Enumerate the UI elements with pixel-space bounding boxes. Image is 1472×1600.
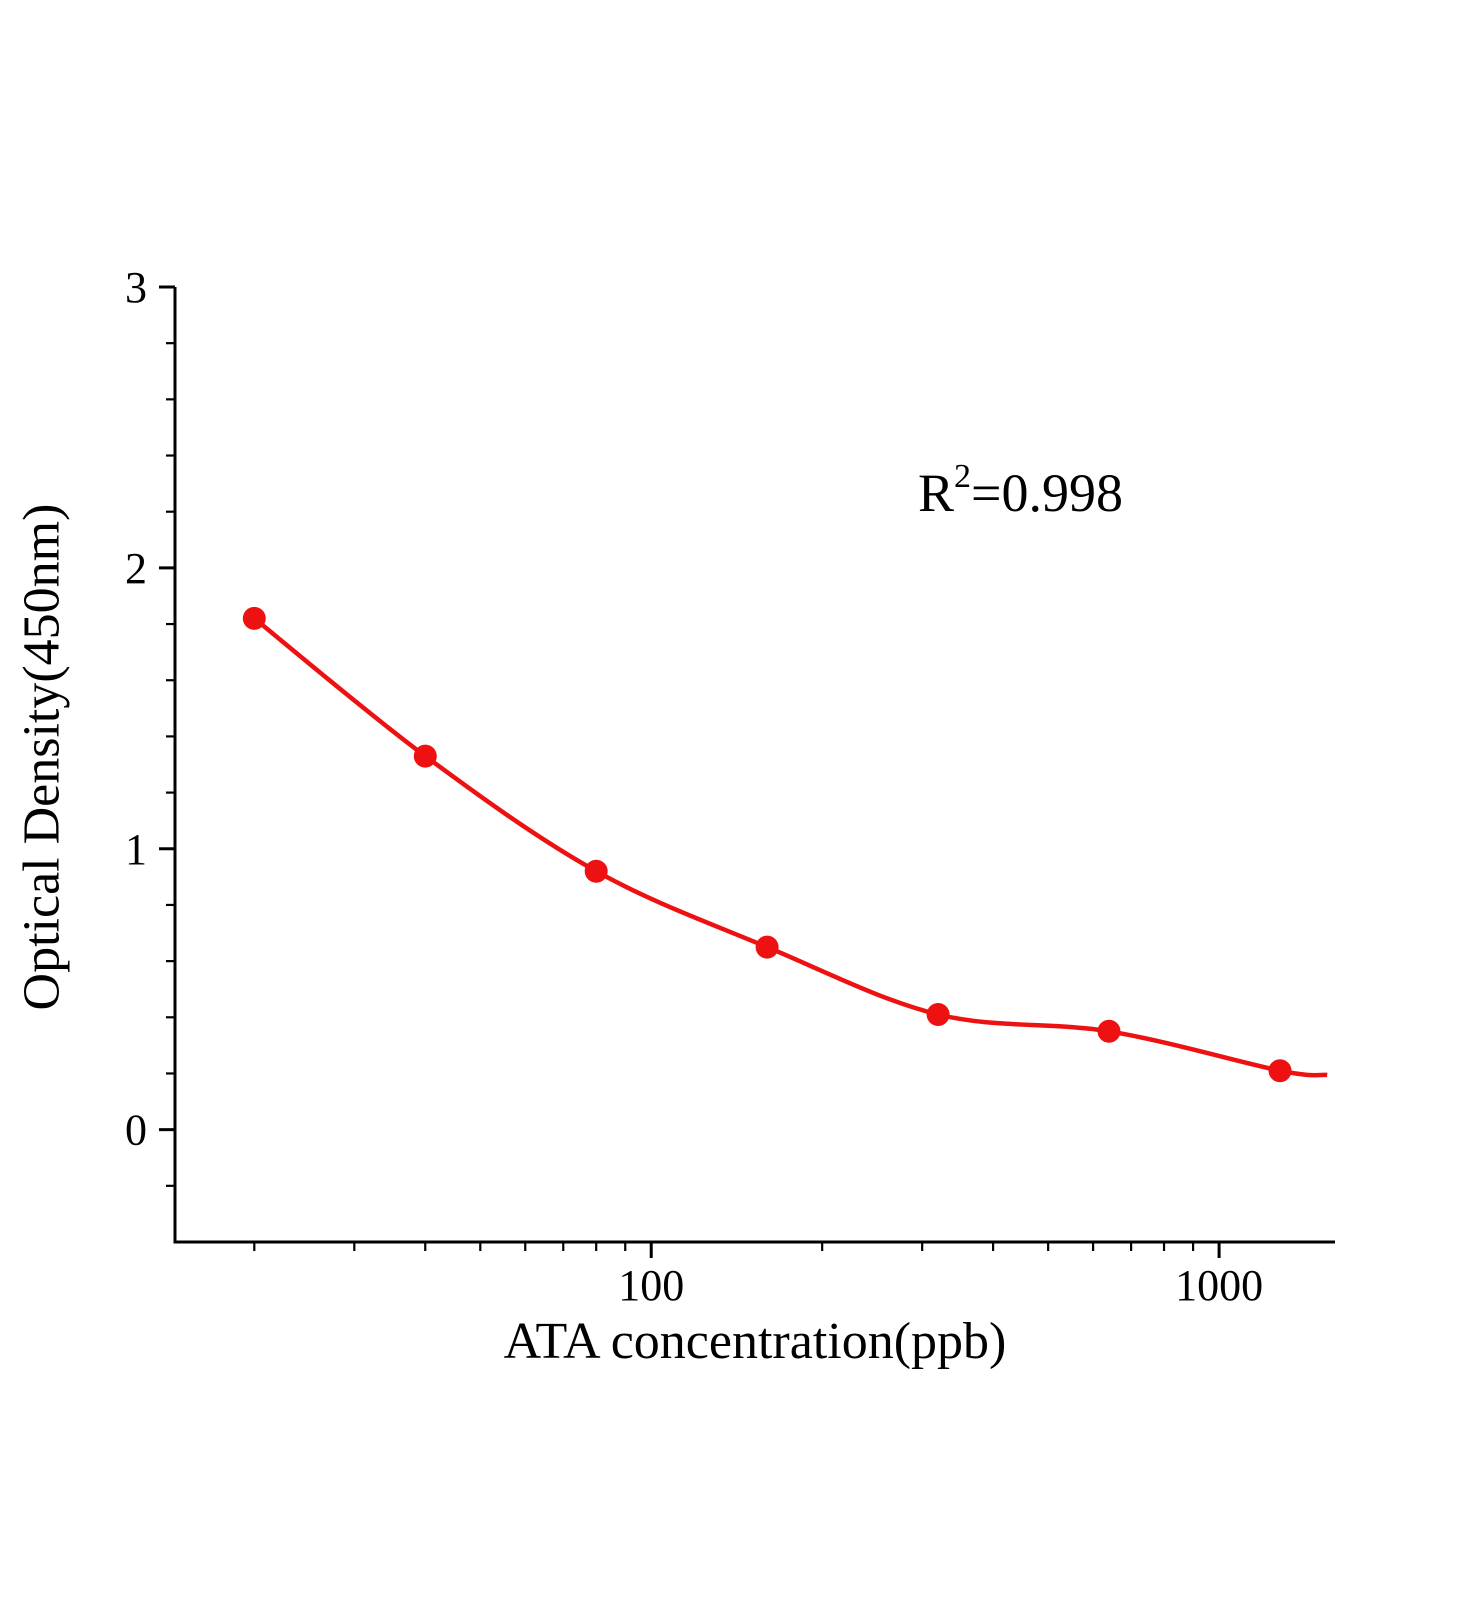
data-point [926,1003,950,1026]
y-axis-title: Optical Density(450nm) [13,503,71,1011]
data-point [242,606,266,630]
data-point [584,859,608,883]
r-squared-value: =0.998 [971,463,1123,523]
data-point [1268,1059,1292,1083]
r-squared-symbol: R [918,463,955,523]
y-tick-label: 2 [125,544,147,593]
data-point [1097,1019,1121,1043]
x-tick-label: 1000 [1175,1261,1263,1310]
x-tick-label: 100 [618,1261,684,1310]
y-tick-label: 3 [125,263,147,312]
data-point [413,744,437,768]
r-squared-annotation: R2=0.998 [918,458,1123,524]
r-squared-exponent: 2 [954,458,972,495]
fit-curve [252,616,1328,1078]
y-tick-label: 0 [125,1106,147,1155]
data-point [755,935,779,959]
y-tick-label: 1 [125,825,147,874]
x-axis-title: ATA concentration(ppb) [503,1313,1007,1370]
